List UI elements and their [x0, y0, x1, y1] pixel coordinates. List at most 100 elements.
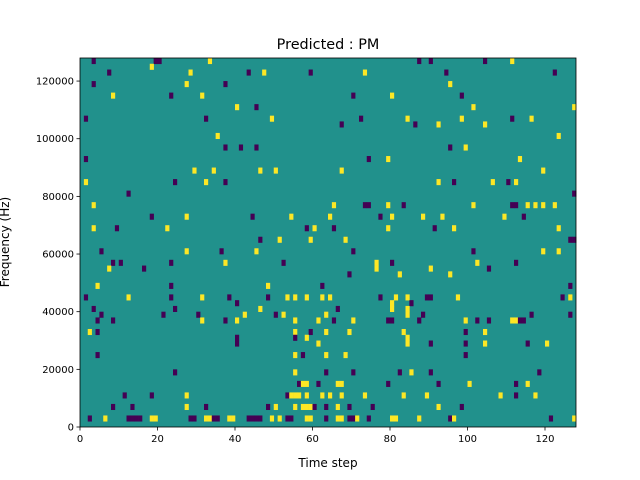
heatmap-cell-low: [417, 317, 422, 324]
heatmap-cell-high: [204, 415, 209, 422]
heatmap-cell-high: [184, 213, 189, 220]
heatmap-cell-high: [269, 115, 275, 122]
heatmap-cell-high: [335, 403, 340, 411]
heatmap-cell-low: [390, 317, 395, 324]
heatmap-cell-high: [556, 132, 561, 140]
heatmap-cell-low: [293, 334, 298, 341]
y-tick-label: 120000: [36, 77, 74, 88]
heatmap-cell-high: [312, 225, 317, 232]
heatmap-cell-low: [95, 352, 100, 359]
heatmap-cell-high: [355, 415, 360, 422]
heatmap-cell-low: [223, 317, 228, 324]
heatmap-cell-high: [304, 294, 309, 301]
heatmap-cell-high: [258, 305, 263, 312]
heatmap-cell-low: [254, 144, 259, 151]
y-tick-label: 0: [68, 423, 74, 434]
heatmap-cell-low: [424, 294, 430, 301]
heatmap-cell-low: [452, 179, 457, 186]
heatmap-cell-high: [258, 167, 263, 174]
heatmap-cell-low: [510, 202, 515, 209]
heatmap-cell-high: [436, 403, 441, 411]
heatmap-cell-high: [421, 213, 426, 220]
heatmap-cell-high: [87, 328, 92, 336]
heatmap-cell-low: [300, 352, 306, 359]
heatmap-cell-low: [107, 69, 112, 76]
heatmap-cell-high: [339, 167, 344, 174]
heatmap-cell-high: [475, 259, 480, 266]
heatmap-cell-low: [514, 380, 519, 387]
heatmap-cell-high: [204, 179, 209, 186]
heatmap-cell-high: [448, 81, 453, 88]
heatmap-cells: [83, 58, 577, 422]
heatmap-cell-low: [397, 369, 402, 376]
heatmap-cell-low: [130, 403, 135, 411]
heatmap-cell-low: [537, 369, 542, 376]
heatmap-cell-low: [335, 305, 340, 312]
heatmap-cell-high: [277, 415, 282, 422]
heatmap-cell-high: [390, 305, 395, 312]
heatmap-cell-high: [424, 392, 430, 399]
heatmap-cell-high: [339, 415, 344, 422]
heatmap-cell-high: [452, 225, 457, 232]
heatmap-cell-high: [541, 248, 546, 255]
heatmap-cell-high: [483, 340, 488, 347]
heatmap-cell-low: [118, 259, 123, 266]
heatmap-cell-low: [428, 340, 433, 347]
heatmap-cell-high: [91, 202, 96, 209]
heatmap-cell-low: [83, 294, 89, 301]
heatmap-cell-low: [111, 403, 116, 411]
heatmap-cell-low: [99, 311, 104, 318]
heatmap-cell-high: [386, 225, 391, 232]
heatmap-cell-low: [91, 81, 96, 88]
heatmap-cell-low: [386, 380, 391, 387]
heatmap-cell-high: [269, 415, 275, 422]
heatmap-cell-high: [552, 202, 557, 209]
heatmap-cell-low: [324, 415, 329, 422]
heatmap-cell-high: [316, 340, 321, 347]
heatmap-cell-high: [215, 132, 220, 140]
heatmap-cell-low: [436, 380, 441, 387]
heatmap-cell-high: [525, 202, 530, 209]
heatmap-cell-high: [107, 265, 112, 272]
heatmap-cell-high: [266, 282, 271, 289]
heatmap-cell-high: [235, 104, 240, 111]
heatmap-cell-high: [165, 225, 170, 232]
heatmap-cell-high: [153, 415, 158, 422]
heatmap-cell-low: [211, 415, 216, 422]
heatmap-cell-high: [293, 392, 298, 399]
heatmap-cell-low: [246, 415, 251, 422]
heatmap-cell-high: [184, 392, 189, 399]
heatmap-cell-low: [238, 144, 244, 151]
heatmap-cell-high: [463, 317, 468, 324]
heatmap-cell-high: [471, 202, 476, 209]
heatmap-cell-low: [215, 415, 220, 422]
heatmap-cell-high: [572, 415, 577, 422]
heatmap-cell-high: [300, 380, 306, 387]
heatmap-cell-high: [328, 294, 333, 301]
heatmap-cell-high: [405, 294, 410, 301]
heatmap-cell-low: [568, 311, 573, 318]
heatmap-cell-high: [223, 259, 228, 266]
heatmap-cell-high: [308, 236, 313, 243]
x-tick-label: 20: [151, 434, 164, 445]
heatmap-cell-low: [514, 259, 519, 266]
heatmap-cell-low: [417, 58, 422, 65]
heatmap-cell-high: [103, 415, 108, 422]
heatmap-cell-high: [285, 294, 290, 301]
heatmap-cell-low: [568, 236, 573, 243]
heatmap-cell-high: [459, 115, 464, 122]
heatmap-cell-low: [548, 415, 554, 422]
heatmap-cell-high: [490, 179, 495, 186]
heatmap-cell-high: [235, 317, 240, 324]
heatmap-cell-high: [374, 259, 379, 266]
y-axis-ticks: 0 20000 40000 60000 80000 100000 120000: [36, 77, 80, 434]
heatmap-cell-low: [308, 69, 313, 76]
heatmap-cell-low: [560, 294, 565, 301]
heatmap-cell-high: [347, 328, 352, 336]
heatmap-cell-high: [405, 334, 410, 341]
heatmap-cell-high: [510, 317, 515, 324]
heatmap-cell-low: [289, 415, 294, 422]
heatmap-cell-low: [111, 259, 116, 266]
heatmap-cell-high: [541, 202, 546, 209]
heatmap-cell-low: [285, 392, 290, 399]
